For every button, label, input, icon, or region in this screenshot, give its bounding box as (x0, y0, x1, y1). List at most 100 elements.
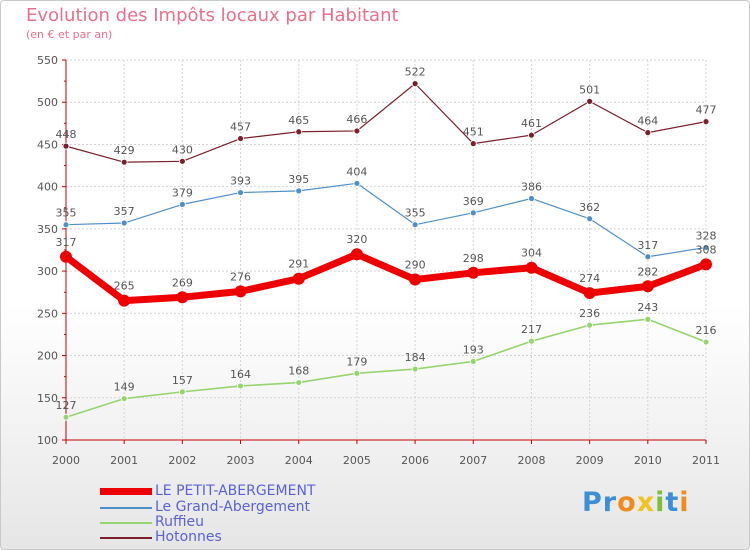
data-label: 357 (114, 205, 135, 218)
data-label: 298 (463, 252, 484, 265)
data-label: 168 (288, 365, 309, 378)
x-tick-label: 2003 (227, 454, 255, 467)
y-tick-label: 300 (37, 265, 58, 278)
legend-label-grand-abergement: Le Grand-Abergement (155, 499, 311, 515)
y-tick-label: 350 (37, 223, 58, 236)
data-label: 236 (579, 307, 600, 320)
data-label: 320 (346, 233, 367, 246)
x-tick-label: 2011 (692, 454, 720, 467)
data-point (700, 258, 712, 271)
chart-subtitle: (en € et par an) (26, 28, 113, 41)
data-label: 276 (230, 270, 251, 283)
data-point (411, 365, 419, 373)
data-label: 386 (521, 180, 542, 193)
data-label: 465 (288, 114, 309, 127)
series-line (65, 318, 707, 419)
logo-letter: i (679, 487, 690, 518)
data-point (120, 158, 128, 166)
data-label: 308 (696, 243, 717, 256)
data-label: 317 (56, 236, 77, 249)
data-point (295, 128, 303, 136)
data-label: 501 (579, 83, 600, 96)
logo-letter: P (582, 487, 603, 518)
data-point (62, 413, 70, 421)
legend-label-ruffieu: Ruffieu (155, 514, 204, 530)
data-point (62, 142, 70, 150)
data-point (60, 250, 72, 263)
legend-swatch-petit-abergement (100, 488, 152, 495)
y-tick-label: 450 (37, 138, 58, 151)
x-tick-label: 2000 (52, 454, 80, 467)
data-label: 429 (114, 144, 135, 157)
legend-label-petit-abergement: LE PETIT-ABERGEMENT (155, 483, 316, 499)
data-point (176, 291, 189, 304)
data-label: 157 (172, 374, 193, 387)
data-point (528, 337, 535, 345)
data-point (353, 179, 361, 187)
data-label: 184 (405, 351, 426, 364)
data-point (353, 127, 361, 135)
data-label: 265 (114, 280, 135, 293)
data-label: 317 (637, 239, 658, 252)
x-tick-label: 2008 (517, 454, 545, 467)
logo-letter: i (655, 487, 666, 518)
data-point (702, 244, 710, 251)
proxiti-logo: Proxiti (582, 487, 690, 518)
data-point (644, 315, 652, 323)
data-label: 127 (56, 399, 77, 412)
data-point (295, 379, 303, 386)
data-point (237, 382, 244, 390)
legend-swatch-grand-abergement (100, 507, 152, 509)
logo-letter: t (665, 487, 680, 518)
data-label: 448 (56, 128, 77, 141)
data-point (641, 280, 654, 293)
x-tick-label: 2009 (576, 454, 604, 467)
data-point (644, 253, 652, 261)
data-point (178, 200, 186, 208)
data-label: 274 (579, 272, 600, 285)
chart-title: Evolution des Impôts locaux par Habitant (26, 5, 399, 26)
data-label: 304 (521, 247, 542, 260)
y-tick-label: 500 (37, 96, 58, 109)
data-point (178, 388, 186, 396)
legend-swatch-hotonnes (100, 537, 152, 539)
data-point (583, 287, 596, 300)
y-tick-label: 100 (37, 434, 58, 447)
data-point (350, 248, 363, 261)
series-line (62, 250, 710, 305)
data-label: 477 (696, 104, 717, 117)
data-point (467, 266, 480, 279)
data-point (469, 358, 477, 365)
data-point (586, 97, 594, 105)
y-tick-label: 200 (37, 350, 58, 363)
data-point (118, 294, 131, 307)
data-label: 290 (405, 259, 426, 272)
data-label: 243 (637, 301, 658, 314)
logo-letter: o (617, 487, 637, 518)
data-point (528, 131, 535, 139)
data-label: 164 (230, 368, 251, 381)
data-label: 395 (288, 173, 309, 186)
x-tick-label: 2002 (168, 454, 196, 467)
data-point (120, 219, 128, 227)
data-label: 464 (637, 115, 658, 128)
series-line (65, 83, 707, 163)
data-label: 291 (288, 258, 309, 271)
x-tick-label: 2007 (459, 454, 487, 467)
legend-swatch-ruffieu (100, 522, 152, 524)
data-point (702, 338, 710, 346)
y-tick-label: 250 (37, 307, 58, 320)
logo-letter: x (636, 487, 656, 518)
data-point (411, 221, 419, 229)
x-tick-label: 2001 (110, 454, 138, 467)
y-tick-label: 400 (37, 181, 58, 194)
data-point (295, 187, 303, 195)
data-label: 393 (230, 175, 251, 188)
data-label: 355 (56, 207, 77, 220)
x-tick-label: 2006 (401, 454, 429, 467)
data-point (644, 129, 652, 137)
data-label: 369 (463, 195, 484, 208)
x-tick-label: 2005 (343, 454, 371, 467)
